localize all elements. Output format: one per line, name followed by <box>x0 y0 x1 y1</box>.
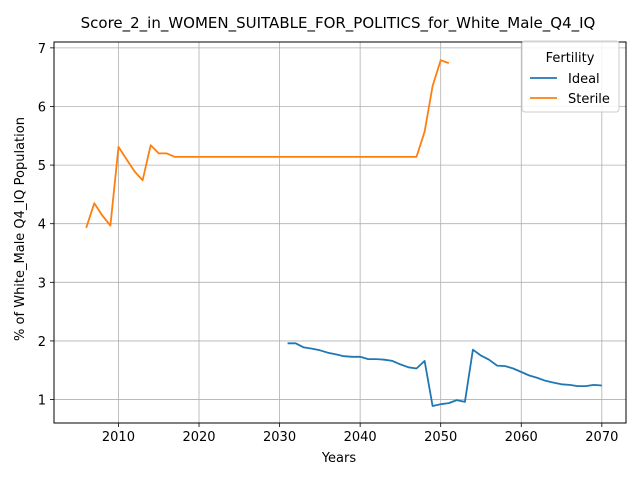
x-tick-label: 2070 <box>585 430 618 445</box>
legend-label-ideal: Ideal <box>568 72 600 87</box>
axis-ticks: 2010 2020 2030 2040 2050 2060 2070 1 2 3 4 5 6 7 <box>38 42 619 445</box>
y-tick-label: 1 <box>38 394 46 409</box>
x-tick-label: 2020 <box>182 430 215 445</box>
y-tick-label: 6 <box>38 100 46 115</box>
legend: Fertility Ideal Sterile <box>521 40 620 113</box>
x-tick-label: 2060 <box>505 430 538 445</box>
x-axis-label: Years <box>321 451 357 466</box>
grid-lines <box>54 42 626 423</box>
y-tick-label: 7 <box>38 42 46 57</box>
x-tick-label: 2030 <box>263 430 296 445</box>
y-tick-label: 4 <box>38 218 46 233</box>
series-line-sterile <box>85 59 450 229</box>
series-line-ideal <box>287 342 602 407</box>
y-tick-label: 3 <box>38 276 46 291</box>
plot-area-frame <box>53 41 627 424</box>
y-tick-label: 5 <box>38 159 46 174</box>
legend-label-sterile: Sterile <box>568 92 610 107</box>
y-axis-label: % of White_Male Q4_IQ Population <box>13 117 28 341</box>
x-tick-label: 2010 <box>102 430 135 445</box>
chart-title: Score_2_in_WOMEN_SUITABLE_FOR_POLITICS_f… <box>81 14 596 33</box>
series-layer <box>85 59 602 407</box>
x-tick-label: 2040 <box>344 430 377 445</box>
y-tick-label: 2 <box>38 335 46 350</box>
legend-box <box>521 40 620 113</box>
x-tick-label: 2050 <box>424 430 457 445</box>
legend-title: Fertility <box>546 51 595 66</box>
